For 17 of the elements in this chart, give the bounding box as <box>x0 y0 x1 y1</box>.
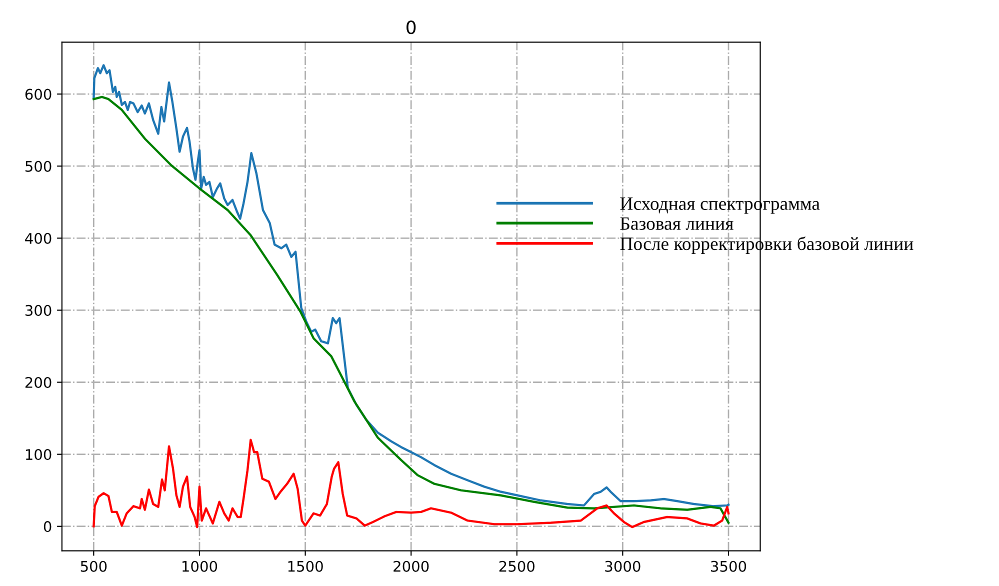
y-tick-label: 400 <box>25 232 52 244</box>
legend-label: Базовая линия <box>620 217 734 230</box>
x-tick-label: 3000 <box>605 560 640 572</box>
y-tick-label: 0 <box>44 521 52 532</box>
x-tick-label: 1500 <box>288 560 323 572</box>
x-tick-label: 500 <box>80 560 107 572</box>
line-series <box>92 438 730 528</box>
x-tick-label: 1000 <box>182 560 218 572</box>
x-tick-label: 2500 <box>499 560 534 572</box>
y-tick-label: 200 <box>25 376 52 388</box>
y-tick-label: 500 <box>26 160 52 172</box>
x-tick-label: 3500 <box>711 560 746 572</box>
y-tick-label: 600 <box>25 88 52 100</box>
chart-title: 0 <box>406 20 416 34</box>
y-tick-label: 300 <box>25 304 52 316</box>
y-tick-label: 100 <box>26 449 52 460</box>
x-tick-label: 2000 <box>394 560 429 572</box>
